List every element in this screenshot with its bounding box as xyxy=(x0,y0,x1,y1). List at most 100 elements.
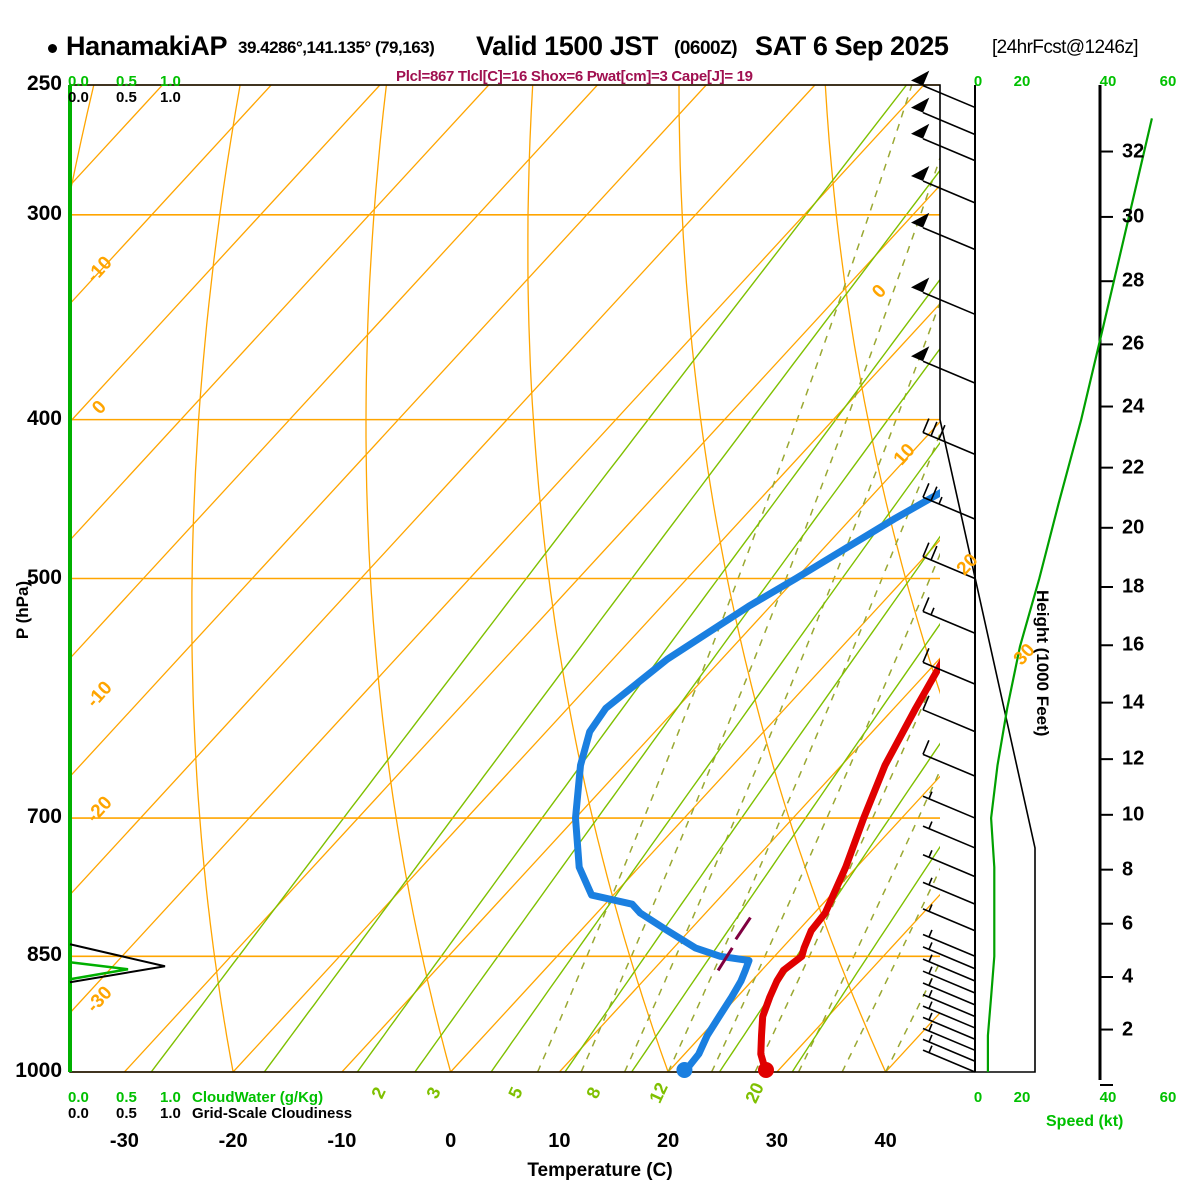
grid-scale-cloudiness-trace xyxy=(69,943,166,984)
speed-tick-top-1: 20 xyxy=(1013,73,1031,90)
moist-adiabat-line xyxy=(623,300,940,1072)
cloudiness-tick-2: 1.0 xyxy=(160,89,181,106)
cloudiness-bottom-tick-2: 1.0 xyxy=(160,1105,181,1122)
wind-barb-full xyxy=(930,545,938,561)
temperature-tick-0: 0 xyxy=(445,1130,457,1152)
wind-barb-full xyxy=(930,486,938,501)
dewpoint-marker xyxy=(676,1062,693,1078)
wind-barb-half xyxy=(928,1012,933,1021)
valid-time: Valid 1500 JST xyxy=(476,31,659,61)
pressure-tick-1000: 1000 xyxy=(15,1059,62,1082)
height-tick-16: 16 xyxy=(1122,633,1145,656)
station-dot-icon xyxy=(48,44,57,53)
wind-barb-half xyxy=(928,791,933,800)
wind-barb-full xyxy=(922,597,930,612)
pressure-axis-label: P (hPa) xyxy=(13,580,33,640)
wind-barb-staff xyxy=(922,1038,976,1062)
parcel-trace-upper xyxy=(716,947,734,972)
wind-barb-half xyxy=(928,849,933,858)
pressure-tick-700: 700 xyxy=(26,805,62,829)
speed-tick-bot-2: 40 xyxy=(1099,1089,1117,1106)
temperature-tick-40: 40 xyxy=(874,1130,897,1152)
cloudwater-axis-label: CloudWater (g/Kg) xyxy=(192,1089,324,1106)
wind-barb-half xyxy=(928,904,933,912)
mixing-ratio-line xyxy=(631,622,940,1072)
speed-tick-bot-0: 0 xyxy=(973,1089,983,1106)
mixing-ratio-line xyxy=(490,441,940,1072)
wind-barb-staff xyxy=(922,1049,976,1073)
mixing-ratio-line xyxy=(150,85,908,1072)
wind-barb-pennant xyxy=(911,123,930,139)
moist-adiabat-line xyxy=(754,664,940,1072)
height-tick-26: 26 xyxy=(1122,332,1145,355)
wind-barb-staff xyxy=(922,84,976,109)
height-tick-6: 6 xyxy=(1122,912,1134,935)
speed-tick-top-0: 0 xyxy=(973,73,983,90)
wind-barb-pennant xyxy=(911,277,930,293)
dry-adiabat-line xyxy=(972,85,1200,1072)
wind-barb-staff xyxy=(922,1027,976,1052)
isotherm-line xyxy=(70,85,272,305)
wind-barb-staff xyxy=(922,291,976,316)
temperature-tick--10: -10 xyxy=(327,1130,357,1152)
wind-barb-pennant xyxy=(911,97,930,113)
mixing-ratio-line xyxy=(564,535,940,1072)
wind-barb-staff xyxy=(922,496,976,520)
wind-barb-half xyxy=(930,607,935,616)
temperature-marker xyxy=(758,1062,774,1078)
wind-barb-staff xyxy=(922,111,976,136)
wind-barb-staff xyxy=(922,908,976,932)
sounding-parameters: Plcl=867 Tlcl[C]=16 Shox=6 Pwat[cm]=3 Ca… xyxy=(396,68,753,85)
temperature-curve xyxy=(757,658,940,1072)
temperature-tick-30: 30 xyxy=(765,1130,788,1152)
cloudwater-bottom-tick-0: 0.0 xyxy=(68,1089,89,1106)
wind-barb-half xyxy=(928,942,933,950)
wind-barbs-group xyxy=(911,70,976,1073)
cloudwater-bottom-tick-2: 1.0 xyxy=(160,1089,181,1106)
wind-barb-half xyxy=(928,1034,933,1043)
isotherm-line xyxy=(558,657,940,1072)
valid-date: SAT 6 Sep 2025 xyxy=(755,31,949,61)
wind-barb-half xyxy=(928,989,933,998)
wind-barb-half xyxy=(928,1001,933,1009)
wind-barb-staff xyxy=(922,431,976,456)
pressure-tick-400: 400 xyxy=(26,406,62,430)
height-tick-20: 20 xyxy=(1122,516,1145,539)
speed-tick-top-2: 40 xyxy=(1099,73,1117,90)
height-axis-label: Height (1000 Feet) xyxy=(1033,590,1052,737)
cloudiness-tick-1: 0.5 xyxy=(116,89,137,106)
wind-barb-staff xyxy=(922,825,976,849)
height-tick-24: 24 xyxy=(1122,395,1145,418)
cloudiness-bottom-tick-0: 0.0 xyxy=(68,1105,89,1122)
cloudwater-tick-1: 0.5 xyxy=(116,73,137,90)
pressure-tick-300: 300 xyxy=(26,201,62,225)
isotherm-line xyxy=(70,85,490,542)
station-name: HanamakiAP xyxy=(66,31,228,61)
height-tick-2: 2 xyxy=(1122,1018,1134,1041)
dry-adiabat-line xyxy=(824,85,940,695)
wind-barb-half xyxy=(928,1023,933,1032)
height-tick-8: 8 xyxy=(1122,858,1134,881)
parcel-trace-lower xyxy=(734,916,752,941)
wind-barb-pennant xyxy=(911,212,930,228)
temperature-tick--20: -20 xyxy=(218,1130,248,1152)
height-tick-18: 18 xyxy=(1122,575,1145,598)
mixing-ratio-line xyxy=(791,845,940,1072)
temperature-tick-20: 20 xyxy=(657,1130,680,1152)
cloudiness-bottom-tick-1: 0.5 xyxy=(116,1105,137,1122)
mixing-ratio-line xyxy=(356,278,940,1072)
wind-barb-staff xyxy=(922,881,976,905)
wind-barb-pennant xyxy=(911,70,930,86)
speed-tick-top-3: 60 xyxy=(1159,73,1177,90)
wind-barb-pennant xyxy=(911,346,930,362)
wind-barb-half xyxy=(928,1045,933,1053)
height-tick-30: 30 xyxy=(1122,205,1145,228)
isotherm-line xyxy=(70,85,381,423)
height-tick-4: 4 xyxy=(1122,965,1134,988)
station-coords: 39.4286°,141.135° (79,163) xyxy=(238,38,435,57)
wind-barb-full xyxy=(930,421,938,437)
wind-barb-staff xyxy=(922,854,976,878)
wind-barb-staff xyxy=(922,982,976,1006)
wind-barb-staff xyxy=(922,610,976,635)
